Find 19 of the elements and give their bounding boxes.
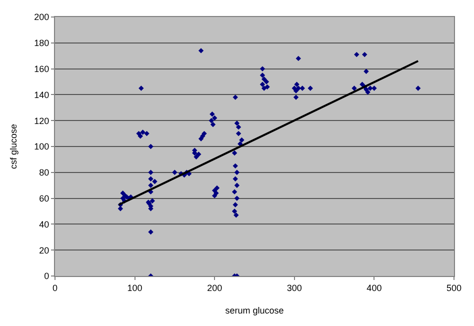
y-tick-label: 100 (34, 142, 50, 152)
y-tick-label: 180 (34, 38, 50, 48)
x-tick-label: 400 (366, 282, 382, 293)
x-tick-label: 100 (127, 282, 142, 293)
x-tick-label: 300 (286, 282, 302, 293)
y-tick-label: 40 (39, 219, 50, 230)
y-tick-label: 80 (39, 168, 50, 178)
x-tick-label: 200 (207, 282, 222, 293)
x-tick-label: 500 (446, 282, 462, 293)
y-tick-label: 60 (39, 193, 50, 204)
y-tick-label: 120 (34, 116, 50, 126)
y-tick-label: 140 (34, 90, 50, 100)
x-tick-label: 0 (52, 282, 58, 293)
y-tick-label: 0 (44, 271, 50, 282)
y-axis-title: csf glucose (8, 124, 19, 170)
y-tick-label: 160 (34, 64, 50, 74)
y-tick-label: 20 (39, 245, 50, 256)
y-tick-label: 200 (34, 12, 50, 22)
x-axis-title: serum glucose (225, 306, 284, 316)
